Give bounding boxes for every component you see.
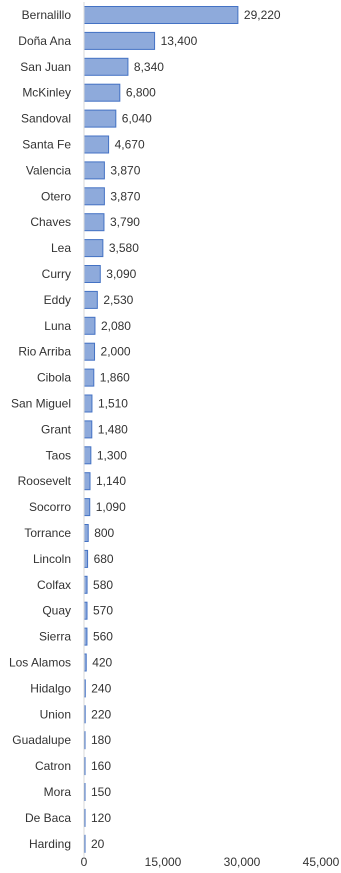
bar: [83, 135, 110, 154]
bar: [83, 109, 117, 128]
category-label: Luna: [44, 319, 71, 333]
bar: [83, 524, 89, 542]
data-label: 3,790: [110, 215, 140, 229]
data-label: 6,800: [126, 86, 156, 100]
category-label: San Miguel: [11, 397, 71, 411]
data-label: 1,300: [97, 448, 127, 462]
category-label: Otero: [41, 189, 71, 203]
data-label: 1,480: [98, 422, 128, 436]
data-label: 420: [92, 656, 112, 670]
bar: [83, 342, 96, 361]
category-label: Valencia: [26, 163, 71, 177]
data-label: 3,870: [110, 163, 140, 177]
category-label: Los Alamos: [9, 656, 71, 670]
data-label: 1,860: [100, 371, 130, 385]
data-label: 2,530: [103, 293, 133, 307]
category-label: Roosevelt: [18, 474, 72, 488]
data-label: 680: [94, 552, 114, 566]
category-label: Sandoval: [21, 112, 71, 126]
bar: [83, 213, 105, 232]
category-label: Eddy: [44, 293, 71, 307]
bar: [83, 446, 92, 465]
data-label: 29,220: [244, 8, 281, 22]
category-label: Harding: [29, 837, 71, 851]
data-label: 13,400: [161, 34, 198, 48]
x-tick-label: 15,000: [145, 855, 182, 869]
bar: [83, 472, 91, 491]
bar: [83, 290, 98, 309]
category-label: Catron: [35, 759, 71, 773]
data-label: 800: [94, 526, 114, 540]
x-axis-tick-labels: 0 15,000 30,000 45,000: [81, 855, 340, 869]
category-label: Lea: [51, 241, 71, 255]
x-tick-label: 0: [81, 855, 88, 869]
category-label: De Baca: [25, 811, 71, 825]
category-label: Mora: [44, 785, 72, 799]
bar: [83, 57, 129, 76]
data-label: 8,340: [134, 60, 164, 74]
bar: [83, 31, 156, 50]
data-label: 4,670: [115, 138, 145, 152]
data-label: 180: [91, 733, 111, 747]
category-label: Socorro: [29, 500, 71, 514]
data-label: 570: [93, 604, 113, 618]
category-label: Cibola: [37, 371, 71, 385]
category-label: Union: [40, 707, 71, 721]
data-label: 6,040: [122, 112, 152, 126]
bar: [83, 498, 91, 517]
category-labels: Bernalillo Doña Ana San Juan McKinley Sandov…: [9, 8, 72, 851]
data-label: 1,510: [98, 397, 128, 411]
bar: [83, 187, 105, 206]
data-label: 20: [91, 837, 105, 851]
bar: [83, 83, 121, 102]
x-tick-label: 30,000: [224, 855, 261, 869]
bar: [83, 161, 105, 180]
bar: [83, 368, 95, 387]
category-label: Hidalgo: [30, 681, 71, 695]
data-label: 2,080: [101, 319, 131, 333]
data-label: 2,000: [101, 345, 131, 359]
category-label: Curry: [42, 267, 71, 281]
category-label: McKinley: [22, 86, 71, 100]
category-label: San Juan: [20, 60, 71, 74]
category-label: Quay: [42, 604, 71, 618]
bar: [83, 265, 101, 283]
data-label: 3,870: [110, 189, 140, 203]
category-label: Rio Arriba: [18, 345, 71, 359]
category-label: Grant: [41, 422, 72, 436]
category-label: Doña Ana: [18, 34, 71, 48]
category-label: Guadalupe: [12, 733, 71, 747]
x-tick-label: 45,000: [303, 855, 340, 869]
bar: [83, 239, 104, 258]
category-label: Chaves: [30, 215, 71, 229]
bar: [83, 420, 93, 439]
data-label: 220: [91, 707, 111, 721]
category-label: Torrance: [24, 526, 71, 540]
bar: [83, 6, 239, 24]
bar: [83, 549, 89, 568]
data-label: 560: [93, 630, 113, 644]
data-label: 3,090: [106, 267, 136, 281]
data-label: 1,090: [96, 500, 126, 514]
category-label: Taos: [46, 448, 71, 462]
category-label: Santa Fe: [22, 138, 71, 152]
bar: [83, 394, 93, 413]
category-label: Lincoln: [33, 552, 71, 566]
data-label: 580: [93, 578, 113, 592]
data-label: 150: [91, 785, 111, 799]
category-label: Bernalillo: [22, 8, 72, 22]
data-label: 240: [91, 681, 111, 695]
data-label: 120: [91, 811, 111, 825]
category-label: Sierra: [39, 630, 71, 644]
bar: [83, 316, 96, 335]
category-label: Colfax: [37, 578, 71, 592]
data-label: 3,580: [109, 241, 139, 255]
data-label: 1,140: [96, 474, 126, 488]
data-label: 160: [91, 759, 111, 773]
value-labels: 29,220 13,400 8,340 6,800 6,040 4,670 3,870 3,8…: [91, 8, 281, 851]
